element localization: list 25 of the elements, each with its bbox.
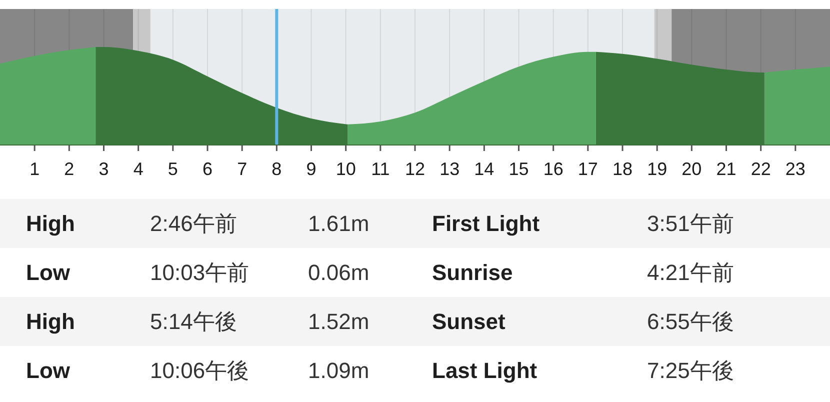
x-tick-label: 23	[785, 158, 806, 179]
x-tick-label: 1	[30, 158, 40, 179]
x-tick-label: 13	[440, 158, 460, 179]
x-tick-label: 9	[306, 158, 316, 179]
x-tick-label: 19	[647, 158, 668, 179]
x-tick-label: 21	[716, 158, 736, 179]
x-tick-label: 6	[202, 158, 213, 179]
x-tick-label: 16	[543, 158, 564, 179]
x-tick-label: 20	[682, 158, 702, 179]
x-tick-label: 14	[474, 158, 494, 179]
x-tick-label: 3	[98, 158, 109, 179]
table-row: High 2:46午前 1.61m First Light 3:51午前	[0, 199, 830, 248]
x-tick-label: 4	[133, 158, 144, 179]
x-tick-label: 5	[168, 158, 178, 179]
x-tick-label: 7	[237, 158, 248, 179]
x-tick-label: 15	[508, 158, 529, 179]
x-tick-label: 12	[404, 158, 426, 179]
x-tick-label: 22	[750, 158, 771, 179]
x-tick-label: 11	[371, 158, 390, 179]
table-row: High 5:14午後 1.52m Sunset 6:55午後	[0, 297, 830, 346]
x-tick-label: 8	[272, 158, 282, 179]
x-tick-label: 18	[612, 158, 633, 179]
x-tick-label: 10	[336, 158, 356, 179]
x-tick-label: 17	[578, 158, 598, 179]
x-tick-label: 2	[64, 158, 74, 179]
